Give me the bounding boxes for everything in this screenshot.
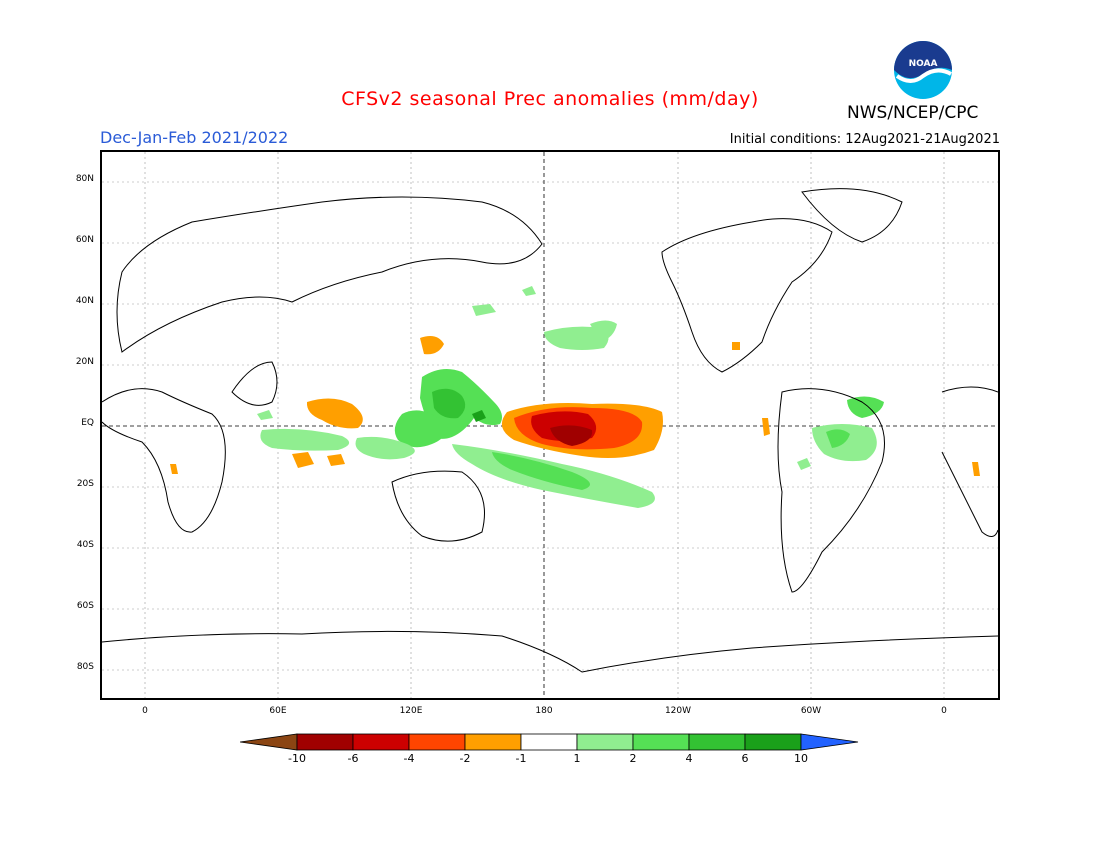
lon-label: 60E <box>269 706 287 716</box>
lat-label: 40S <box>76 540 94 550</box>
colorbar-label: 6 <box>741 752 749 765</box>
noaa-logo: NOAA <box>894 41 952 99</box>
lat-label: 20S <box>76 479 94 489</box>
agency-label: NWS/NCEP/CPC <box>847 103 979 123</box>
initial-conditions-label: Initial conditions: 12Aug2021-21Aug2021 <box>729 132 1000 147</box>
colorbar-label: 10 <box>794 752 808 765</box>
colorbar-label: -4 <box>403 752 415 765</box>
lon-label: 120W <box>664 706 692 716</box>
lon-label: 0 <box>941 706 947 716</box>
colorbar-label: 4 <box>685 752 693 765</box>
lat-label: 80S <box>76 662 94 672</box>
colorbar-bin <box>464 733 522 751</box>
lon-label: 120E <box>399 706 423 716</box>
positive-anomaly-regions <box>257 286 884 508</box>
gridlines <box>102 152 998 698</box>
colorbar-bin <box>576 733 634 751</box>
colorbar-label: -10 <box>288 752 306 765</box>
lon-label: 0 <box>142 706 148 716</box>
map-canvas <box>102 152 998 698</box>
lat-label: 60S <box>76 601 94 611</box>
lat-label: 20N <box>75 357 94 367</box>
lat-label: 40N <box>75 296 94 306</box>
map-title: CFSv2 seasonal Prec anomalies (mm/day) <box>341 88 759 110</box>
colorbar-label: -2 <box>459 752 471 765</box>
colorbar-label: 1 <box>573 752 581 765</box>
colorbar-high-arrow <box>800 733 859 751</box>
logo-text: NOAA <box>909 59 938 69</box>
map-frame <box>100 150 1000 700</box>
colorbar-bin <box>632 733 690 751</box>
colorbar-bin <box>688 733 746 751</box>
coastlines <box>102 188 998 673</box>
colorbar-low-arrow <box>240 733 298 751</box>
colorbar-label: -1 <box>515 752 527 765</box>
lat-label: 80N <box>75 174 94 184</box>
colorbar-label: -6 <box>347 752 359 765</box>
colorbar <box>240 733 859 751</box>
colorbar-bin <box>744 733 802 751</box>
negative-anomaly-regions <box>170 336 980 476</box>
colorbar-bin <box>520 733 578 751</box>
lon-label: 180 <box>535 706 553 716</box>
colorbar-bin <box>296 733 354 751</box>
lat-label: 60N <box>75 235 94 245</box>
colorbar-bin <box>408 733 466 751</box>
lon-label: 60W <box>800 706 822 716</box>
colorbar-label: 2 <box>629 752 637 765</box>
colorbar-bin <box>352 733 410 751</box>
season-label: Dec-Jan-Feb 2021/2022 <box>100 128 289 147</box>
lat-label: EQ <box>81 418 94 428</box>
